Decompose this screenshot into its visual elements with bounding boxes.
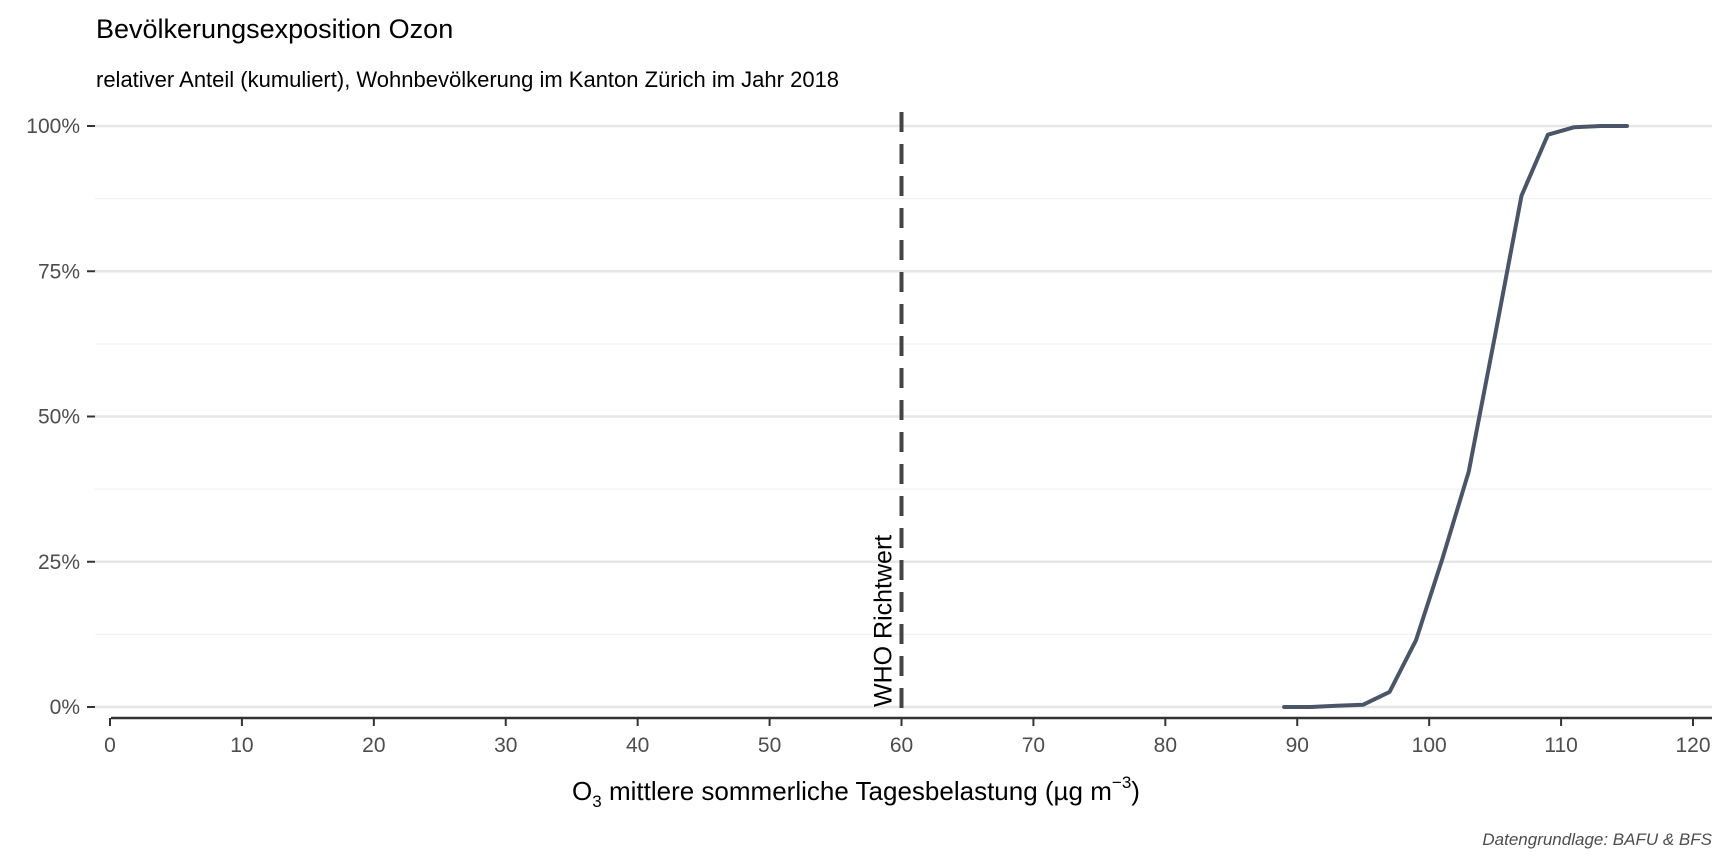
x-label-subscript: 3 <box>592 792 601 811</box>
series-group <box>1282 124 1629 709</box>
y-tick-label: 0% <box>50 696 80 719</box>
x-label-suffix: ) <box>1131 776 1140 806</box>
x-label-superscript: −3 <box>1112 773 1131 792</box>
reference-line-group: WHO Richtwert <box>870 112 904 718</box>
y-axis: 0% 25% 50% 75% 100% <box>26 115 95 719</box>
x-tick-label: 70 <box>1022 734 1045 757</box>
x-tick-label: 110 <box>1544 734 1577 757</box>
x-label-prefix: O <box>572 776 592 806</box>
x-tick-label: 40 <box>626 734 649 757</box>
x-tick-label: 30 <box>494 734 517 757</box>
x-tick-label: 120 <box>1675 734 1710 757</box>
chart-subtitle: relativer Anteil (kumuliert), Wohnbevölk… <box>96 67 839 92</box>
y-tick-label: 75% <box>38 260 80 283</box>
y-tick-label: 25% <box>38 551 80 574</box>
chart-title: Bevölkerungsexposition Ozon <box>96 14 453 44</box>
x-tick-label: 20 <box>362 734 385 757</box>
x-tick-label: 50 <box>758 734 781 757</box>
x-tick-label: 80 <box>1154 734 1177 757</box>
x-tick-label: 10 <box>230 734 253 757</box>
x-tick-label: 60 <box>890 734 913 757</box>
reference-line-label: WHO Richtwert <box>870 535 898 707</box>
x-tick-label: 100 <box>1412 734 1447 757</box>
caption: Datengrundlage: BAFU & BFS <box>1482 830 1712 849</box>
x-label-main: mittlere sommerliche Tagesbelastung (µg … <box>602 776 1112 806</box>
x-axis-label: O3 mittlere sommerliche Tagesbelastung (… <box>572 773 1140 811</box>
x-axis: 0 10 20 30 40 50 60 70 80 90 100 110 120 <box>104 716 1712 757</box>
x-tick-label: 0 <box>104 734 116 757</box>
y-tick-label: 100% <box>26 115 80 138</box>
x-tick-label: 90 <box>1286 734 1309 757</box>
series-line <box>1282 124 1629 709</box>
y-tick-label: 50% <box>38 406 80 429</box>
